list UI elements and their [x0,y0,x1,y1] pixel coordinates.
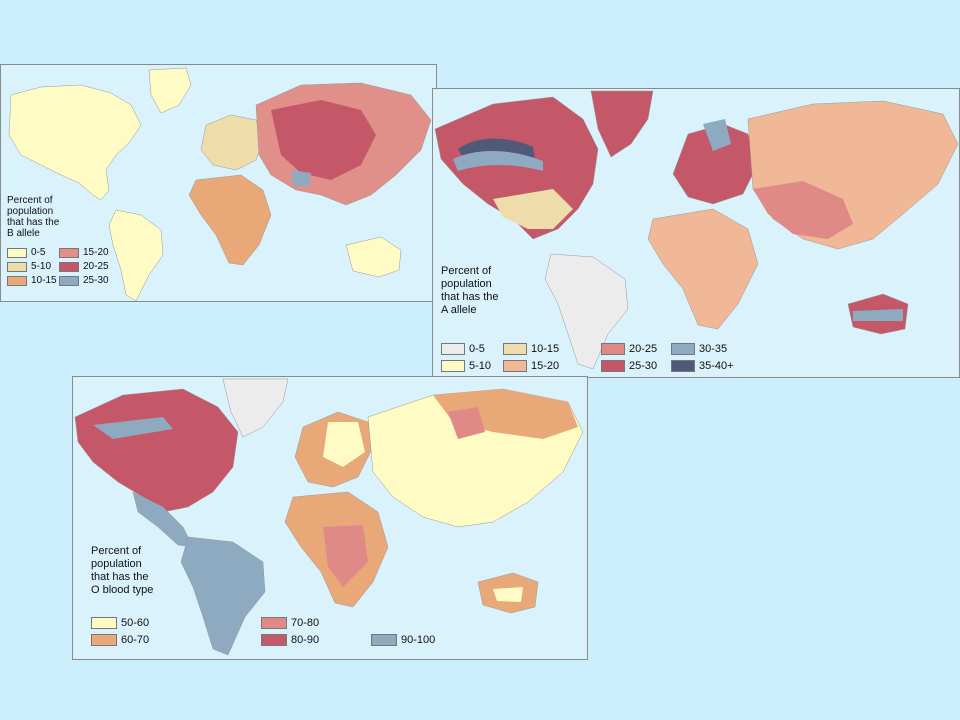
o-legend-label: 70-80 [291,617,320,629]
b-legend-label: 25-30 [83,275,109,286]
a-legend-label: 0-5 [469,343,485,355]
b-legend-swatch [7,275,27,286]
b-legend-swatch [59,247,79,258]
australia-region [345,236,402,278]
o-legend-label: 90-100 [401,634,436,646]
b-legend-label: 5-10 [31,261,52,272]
a-legend-item-5-10: 5-10 [441,360,491,372]
o-blood-type-world-map [74,378,584,656]
a-legend-item-10-15: 10-15 [503,343,559,355]
asia-red-region [448,407,485,439]
a-legend-label: 20-25 [629,343,658,355]
asia-region [747,100,959,250]
a-legend-label: 25-30 [629,360,658,372]
south-america-region [180,536,266,656]
europe-region [200,114,264,171]
a-legend-label: 30-35 [699,343,728,355]
asia-blue-region [291,170,311,187]
australia-blue-region [853,309,903,321]
europe-region [672,123,759,205]
b-allele-map-panel: Percent of population that has the B all… [0,64,437,302]
a-allele-legend-title: Percent of population that has the A all… [441,265,499,316]
o-legend-label: 80-90 [291,634,320,646]
b-allele-legend-title: Percent of population that has the B all… [7,195,60,239]
a-allele-map-panel: Percent of population that has the A all… [432,88,960,378]
b-legend-item-0-5: 0-5 [7,247,45,258]
greenland-region [222,378,289,438]
b-legend-label: 20-25 [83,261,109,272]
south-america-region [544,253,629,370]
africa-red-region [323,525,368,587]
asia-red-region [753,181,853,239]
na-blue-band [453,150,543,171]
a-allele-world-map [434,90,959,370]
o-legend-label: 50-60 [121,617,150,629]
a-legend-swatch [601,360,625,372]
australia-light-region [493,587,523,602]
b-legend-label: 15-20 [83,247,109,258]
b-legend-item-15-20: 15-20 [59,247,109,258]
a-legend-label: 15-20 [531,360,560,372]
b-legend-swatch [59,261,79,272]
o-legend-swatch [91,634,117,646]
b-legend-item-10-15: 10-15 [7,275,57,286]
o-legend-swatch [371,634,397,646]
greenland-region [590,90,654,158]
a-legend-label: 5-10 [469,360,492,372]
b-legend-swatch [59,275,79,286]
o-legend-swatch [91,617,117,629]
o-legend-item-80-90: 80-90 [261,634,319,646]
na-blue-region [93,417,173,439]
a-legend-item-20-25: 20-25 [601,343,657,355]
o-legend-item-70-80: 70-80 [261,617,319,629]
a-legend-swatch [503,360,527,372]
b-allele-world-map [8,67,432,301]
b-legend-label: 0-5 [31,247,46,258]
a-legend-swatch [441,360,465,372]
o-legend-label: 60-70 [121,634,150,646]
b-legend-swatch [7,247,27,258]
a-legend-label: 35-40+ [699,360,734,372]
greenland-region [148,67,192,114]
b-legend-item-5-10: 5-10 [7,261,51,272]
b-legend-label: 10-15 [31,275,57,286]
a-legend-swatch [671,343,695,355]
africa-region [188,174,272,266]
a-legend-swatch [441,343,465,355]
b-legend-swatch [7,261,27,272]
a-legend-item-0-5: 0-5 [441,343,485,355]
o-blood-type-map-panel: Percent of population that has the O blo… [72,376,588,660]
europe-light-region [323,422,365,467]
o-legend-swatch [261,634,287,646]
north-america-region [8,84,142,201]
africa-region [647,208,759,330]
south-america-region [108,209,164,301]
scandinavia-blue-region [703,119,731,151]
o-legend-item-90-100: 90-100 [371,634,435,646]
a-legend-swatch [671,360,695,372]
b-legend-item-20-25: 20-25 [59,261,109,272]
a-legend-label: 10-15 [531,343,560,355]
a-legend-item-15-20: 15-20 [503,360,559,372]
asia-orange-region [433,389,578,439]
a-legend-item-30-35: 30-35 [671,343,727,355]
o-legend-item-60-70: 60-70 [91,634,149,646]
a-legend-swatch [503,343,527,355]
a-legend-swatch [601,343,625,355]
north-america-region [74,388,239,513]
o-legend-swatch [261,617,287,629]
asia-high-region [271,100,376,180]
na-light-region [493,189,573,229]
o-legend-item-50-60: 50-60 [91,617,149,629]
o-type-legend-title: Percent of population that has the O blo… [91,545,154,596]
a-legend-item-35-40: 35-40+ [671,360,734,372]
b-legend-item-25-30: 25-30 [59,275,109,286]
a-legend-item-25-30: 25-30 [601,360,657,372]
